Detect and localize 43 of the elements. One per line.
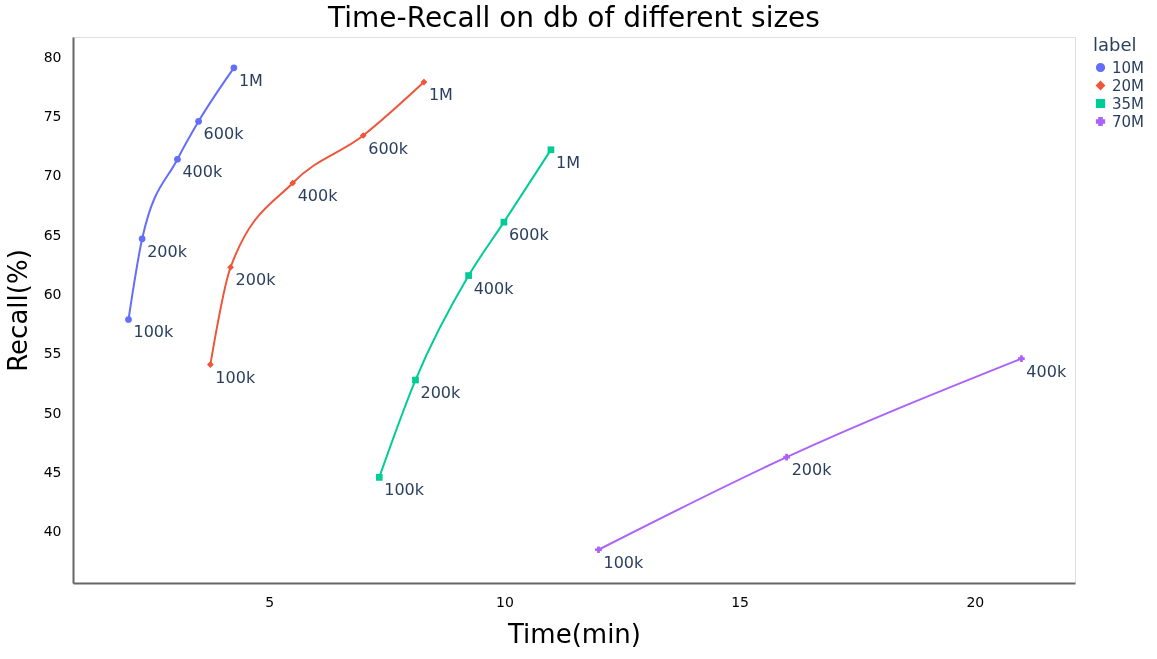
- annotation: 100k: [384, 480, 425, 500]
- chart-title: Time-Recall on db of different sizes: [327, 1, 820, 34]
- annotation: 400k: [182, 162, 223, 182]
- point: [125, 316, 132, 323]
- y-tick-label: 50: [43, 404, 62, 421]
- x-tick-label: 20: [966, 593, 985, 610]
- annotation: 200k: [791, 460, 833, 480]
- annotation: 600k: [508, 225, 550, 245]
- y-tick-label: 65: [43, 226, 62, 243]
- legend-label: 10M: [1112, 58, 1145, 77]
- y-tick-label: 55: [43, 345, 62, 362]
- legend-title: label: [1093, 34, 1137, 55]
- annotation: 100k: [133, 322, 175, 342]
- y-axis-title: Recall(%): [2, 249, 33, 372]
- annotation: 1M: [238, 70, 263, 90]
- annotation: 100k: [603, 552, 644, 572]
- annotation: 400k: [297, 186, 339, 205]
- annotation: 1M: [428, 85, 453, 105]
- annotation: 200k: [420, 383, 462, 403]
- legend-label: 35M: [1112, 94, 1145, 113]
- y-tick-label: 60: [43, 286, 62, 303]
- point: [207, 361, 214, 368]
- x-tick-label: 15: [731, 593, 749, 610]
- legend-label: 70M: [1112, 112, 1145, 131]
- annotation: 1M: [555, 152, 580, 172]
- x-tick-label: 10: [495, 593, 514, 610]
- y-tick-label: 70: [43, 167, 62, 184]
- y-tick-label: 40: [43, 523, 62, 540]
- x-axis-title: Time(min): [507, 618, 641, 649]
- annotation: 200k: [235, 270, 277, 290]
- y-tick-label: 75: [43, 108, 62, 125]
- annotation: 100k: [215, 367, 256, 387]
- y-tick-label: 45: [43, 464, 62, 481]
- annotation: 400k: [1026, 361, 1067, 381]
- point: [465, 272, 472, 279]
- annotation: 400k: [473, 278, 515, 298]
- point: [1018, 355, 1025, 363]
- legend-label: 20M: [1112, 76, 1145, 95]
- annotation: 600k: [203, 124, 245, 144]
- x-tick-label: 5: [265, 593, 275, 610]
- y-tick-label: 80: [43, 48, 62, 65]
- annotation: 200k: [147, 241, 188, 261]
- annotation: 600k: [368, 138, 409, 158]
